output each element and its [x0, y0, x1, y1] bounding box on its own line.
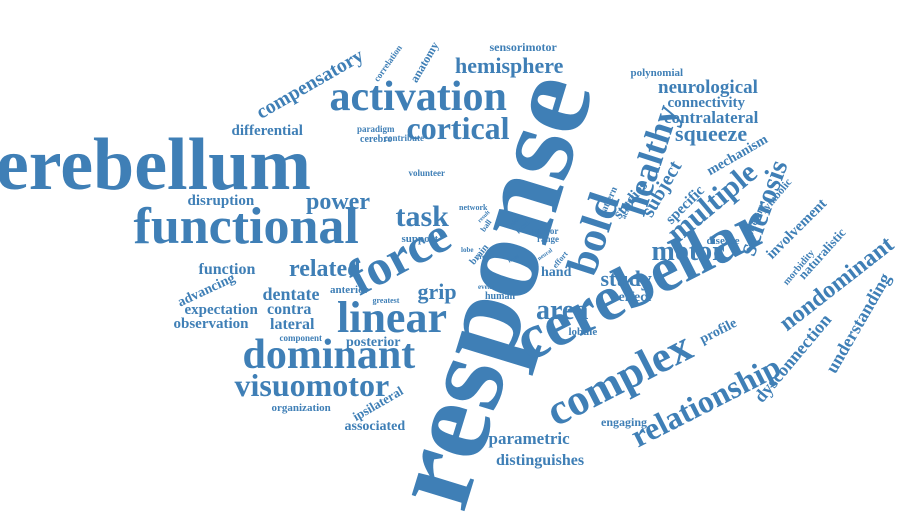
word-posterior: posterior — [346, 335, 401, 350]
word-human: human — [485, 291, 516, 302]
word-contralateral: contralateral — [664, 107, 759, 127]
word-connectivity: connectivity — [667, 94, 745, 111]
word-component: component — [279, 332, 323, 343]
word-range: range — [537, 233, 559, 244]
word-parametric: parametric — [488, 428, 570, 448]
word-polynomial: polynomial — [630, 66, 684, 79]
word-organization: organization — [271, 401, 331, 414]
word-dominant: dominant — [242, 332, 416, 378]
word-lobule: lobule — [568, 325, 598, 338]
word-observation: observation — [173, 315, 249, 332]
word-anterior: anterior — [330, 283, 369, 296]
word-power: power — [306, 189, 370, 215]
word-cortical: cortical — [406, 110, 510, 146]
word-related: related — [289, 256, 361, 282]
word-support: support — [401, 232, 439, 245]
word-event: event — [478, 282, 494, 291]
word-engaging: engaging — [601, 415, 648, 429]
word-mirror: mirror — [532, 225, 559, 236]
word-free: free — [477, 252, 489, 261]
word-sensorimotor: sensorimotor — [489, 40, 557, 54]
word-activation: activation — [329, 74, 507, 120]
word-disruption: disruption — [187, 192, 255, 209]
word-dentate: dentate — [262, 284, 320, 304]
word-cerebro: cerebro — [360, 134, 393, 145]
word-hemisphere: hemisphere — [455, 53, 564, 78]
word-cerebellum: cerebellum — [0, 124, 311, 206]
word-expectation: expectation — [184, 301, 258, 318]
word-hand: hand — [541, 265, 572, 280]
word-network: network — [459, 203, 488, 212]
word-grip: grip — [417, 279, 457, 304]
word-disease: disease — [706, 234, 740, 247]
word-contribute: contribute — [384, 132, 424, 143]
word-motor: motor — [651, 236, 725, 267]
word-paradigm: paradigm — [357, 123, 395, 134]
word-differential: differential — [231, 122, 303, 139]
word-functional: functional — [133, 198, 359, 255]
word-greatest: greatest — [372, 296, 400, 305]
word-squeeze: squeeze — [675, 121, 748, 146]
word-associated: associated — [344, 419, 406, 434]
word-contra: contra — [267, 301, 312, 318]
word-study: study — [600, 266, 652, 291]
word-profile: profile — [697, 315, 739, 348]
word-lobe: lobe — [461, 245, 474, 254]
word-task: task — [395, 200, 449, 233]
word-volunteer: volunteer — [408, 167, 446, 178]
word-distinguishes: distinguishes — [496, 452, 585, 469]
word-visuomotor: visuomotor — [234, 367, 390, 403]
word-lateral: lateral — [270, 316, 315, 333]
word-function: function — [198, 261, 256, 278]
word-neurological: neurological — [658, 76, 758, 98]
word-linear: linear — [337, 293, 447, 342]
word-effect: effect — [618, 290, 652, 305]
word-area: area — [536, 295, 589, 326]
